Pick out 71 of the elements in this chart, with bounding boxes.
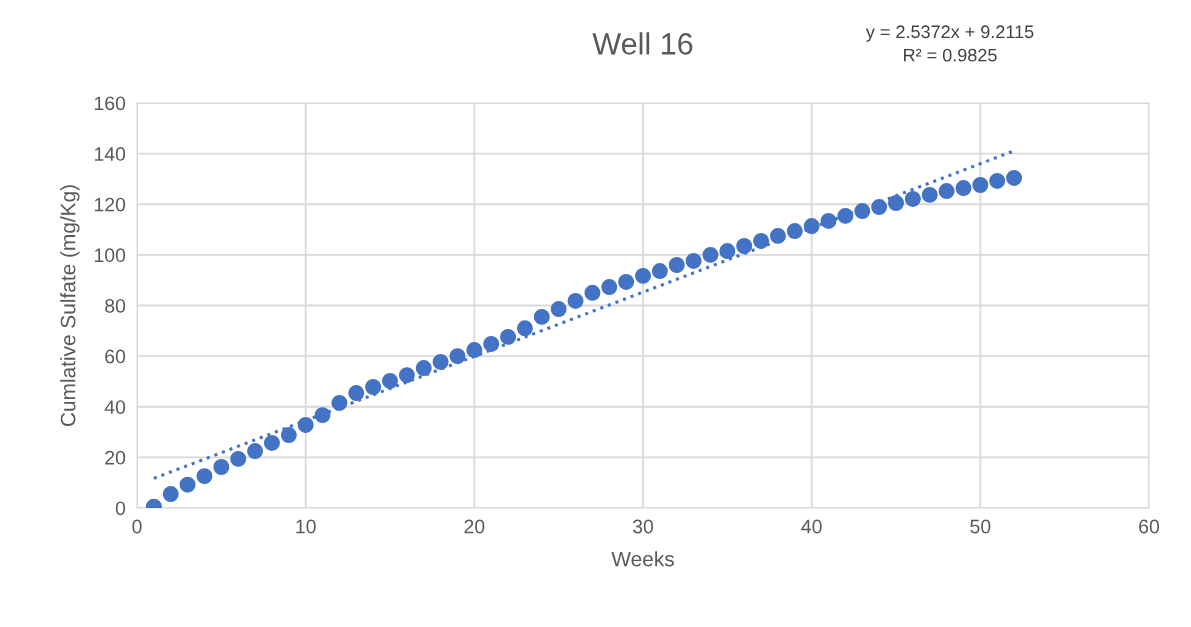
y-tick-label: 160 (94, 96, 126, 111)
y-tick-label: 140 (94, 147, 126, 161)
point (196, 468, 213, 485)
point (466, 342, 483, 359)
y-tick-label: 20 (105, 450, 126, 465)
point (820, 212, 837, 229)
y-tick-label: 100 (94, 248, 126, 263)
point (921, 186, 938, 203)
point (567, 292, 584, 309)
point (938, 183, 955, 200)
y-tick-label: 40 (104, 400, 126, 414)
point (601, 279, 618, 296)
point (719, 243, 736, 260)
point (618, 273, 635, 290)
point (736, 238, 753, 254)
y-axis-title: Cumlative Sulfate (mg/Kg) (60, 185, 80, 427)
point (331, 394, 348, 411)
point (314, 407, 331, 424)
point (398, 367, 415, 384)
x-tick-label: 10 (296, 519, 316, 534)
x-axis-title: Weeks (611, 551, 674, 567)
point (500, 328, 517, 345)
point (550, 301, 567, 318)
point (382, 372, 398, 389)
point (213, 459, 230, 475)
point (635, 267, 651, 284)
point (1006, 169, 1023, 186)
point (348, 385, 365, 402)
point (786, 223, 803, 240)
point (263, 434, 280, 451)
point (803, 218, 820, 234)
point (668, 257, 685, 273)
point (685, 252, 702, 269)
point (854, 203, 871, 220)
point (247, 443, 264, 460)
point (516, 320, 533, 337)
point (297, 416, 314, 433)
x-tick-label: 20 (464, 519, 485, 534)
x-tick-label: 30 (632, 519, 654, 534)
point (989, 172, 1006, 189)
point (888, 195, 904, 211)
point (179, 476, 196, 493)
x-tick-label: 0 (132, 519, 142, 534)
y-tick-label: 60 (105, 349, 126, 364)
x-tick-label: 40 (801, 519, 822, 534)
point (651, 263, 668, 280)
point (972, 177, 989, 193)
y-tick-label: 0 (115, 501, 126, 516)
point (432, 353, 449, 370)
x-tick-label: 50 (970, 519, 991, 534)
point (871, 199, 888, 216)
point (230, 450, 247, 467)
text: y = 2.5372x + 9.2115 R² = 0.9825 (865, 25, 1034, 62)
point (280, 427, 297, 444)
point (904, 190, 921, 207)
point (533, 308, 550, 325)
point (769, 227, 786, 244)
y-tick-label: 80 (105, 298, 126, 313)
point (702, 246, 719, 263)
x-tick-label: 60 (1139, 519, 1160, 534)
point (584, 284, 601, 301)
point (753, 232, 770, 249)
chart-title: Well 16 (592, 32, 693, 55)
point (837, 207, 854, 224)
point (162, 486, 179, 503)
y-tick-label: 120 (94, 197, 126, 212)
point (483, 335, 500, 352)
point (955, 180, 972, 197)
point (449, 348, 466, 365)
point (365, 379, 382, 395)
point (415, 360, 432, 377)
